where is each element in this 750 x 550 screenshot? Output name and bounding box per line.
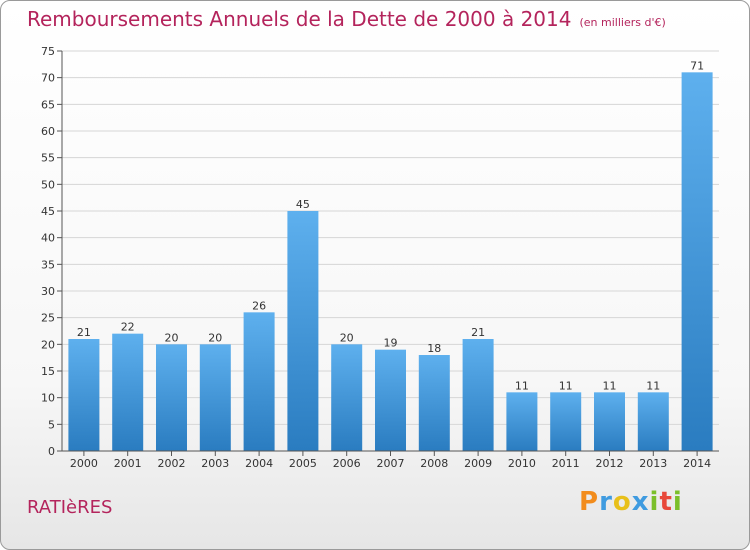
y-tick-label: 65 [41,98,55,111]
logo-letter: r [599,487,613,517]
y-tick-label: 35 [41,258,55,271]
bar-value-label: 18 [427,342,441,355]
y-tick-label: 55 [41,152,55,165]
bar-value-label: 11 [646,379,660,392]
chart-axes: 0 5 10 15 20 25 30 35 40 45 50 55 60 65 70 75 2000 2001 20… [41,45,719,470]
logo-letter: t [659,487,673,517]
chart-bars: 21 22 20 20 26 45 20 19 18 21 11 11 11 11 71 [68,59,713,451]
commune-name: RATIèRES [27,497,113,518]
x-tick-label: 2008 [420,457,448,470]
x-tick-label: 2005 [289,457,317,470]
x-tick-label: 2004 [245,457,273,470]
bar [681,72,713,451]
y-tick-label: 10 [41,392,55,405]
x-tick-label: 2014 [683,457,711,470]
bar-value-label: 21 [77,326,91,339]
logo-letter: o [612,487,632,517]
bar-value-label: 20 [208,331,222,344]
bar-value-label: 20 [340,331,354,344]
x-tick-label: 2002 [158,457,186,470]
bar-value-label: 22 [121,321,135,334]
logo-letter: i [649,487,660,517]
bar-value-label: 20 [165,331,179,344]
x-tick-label: 2013 [639,457,667,470]
y-tick-label: 40 [41,232,55,245]
proxiti-logo: Proxiti [579,487,683,517]
bar [506,392,538,451]
y-tick-label: 50 [41,178,55,191]
chart-subtitle: (en milliers d'€) [579,16,666,29]
y-tick-label: 20 [41,338,55,351]
bar-value-label: 11 [559,379,573,392]
x-tick-label: 2010 [508,457,536,470]
y-tick-label: 0 [48,445,55,458]
logo-letter: i [672,487,683,517]
bar-value-label: 11 [603,379,617,392]
bar [112,333,144,451]
x-tick-label: 2009 [464,457,492,470]
chart-title: Remboursements Annuels de la Dette de 20… [27,7,666,31]
y-tick-label: 60 [41,125,55,138]
x-tick-label: 2003 [201,457,229,470]
bar-value-label: 11 [515,379,529,392]
y-tick-label: 70 [41,72,55,85]
bar [199,344,231,451]
bar [418,355,450,451]
bar [68,339,100,451]
x-tick-label: 2011 [552,457,580,470]
y-tick-label: 75 [41,45,55,58]
bar-value-label: 45 [296,198,310,211]
x-tick-label: 2012 [596,457,624,470]
logo-letter: x [631,487,650,517]
y-tick-label: 5 [48,418,55,431]
y-tick-label: 30 [41,285,55,298]
bar [637,392,669,451]
bar-value-label: 71 [690,59,704,72]
y-tick-label: 25 [41,312,55,325]
bar [287,211,319,451]
bar [243,312,275,451]
bar [550,392,582,451]
bar [156,344,187,451]
bar-value-label: 21 [471,326,485,339]
y-tick-label: 45 [41,205,55,218]
x-tick-label: 2007 [377,457,405,470]
bar [375,349,406,451]
y-tick-label: 15 [41,365,55,378]
bar-value-label: 26 [252,299,266,312]
chart-title-text: Remboursements Annuels de la Dette de 20… [27,7,572,31]
bar-value-label: 19 [384,337,398,350]
bar [594,392,625,451]
logo-letter: P [579,487,600,517]
x-tick-label: 2001 [114,457,142,470]
bar [331,344,363,451]
x-tick-label: 2006 [333,457,361,470]
bar [462,339,494,451]
x-tick-label: 2000 [70,457,98,470]
